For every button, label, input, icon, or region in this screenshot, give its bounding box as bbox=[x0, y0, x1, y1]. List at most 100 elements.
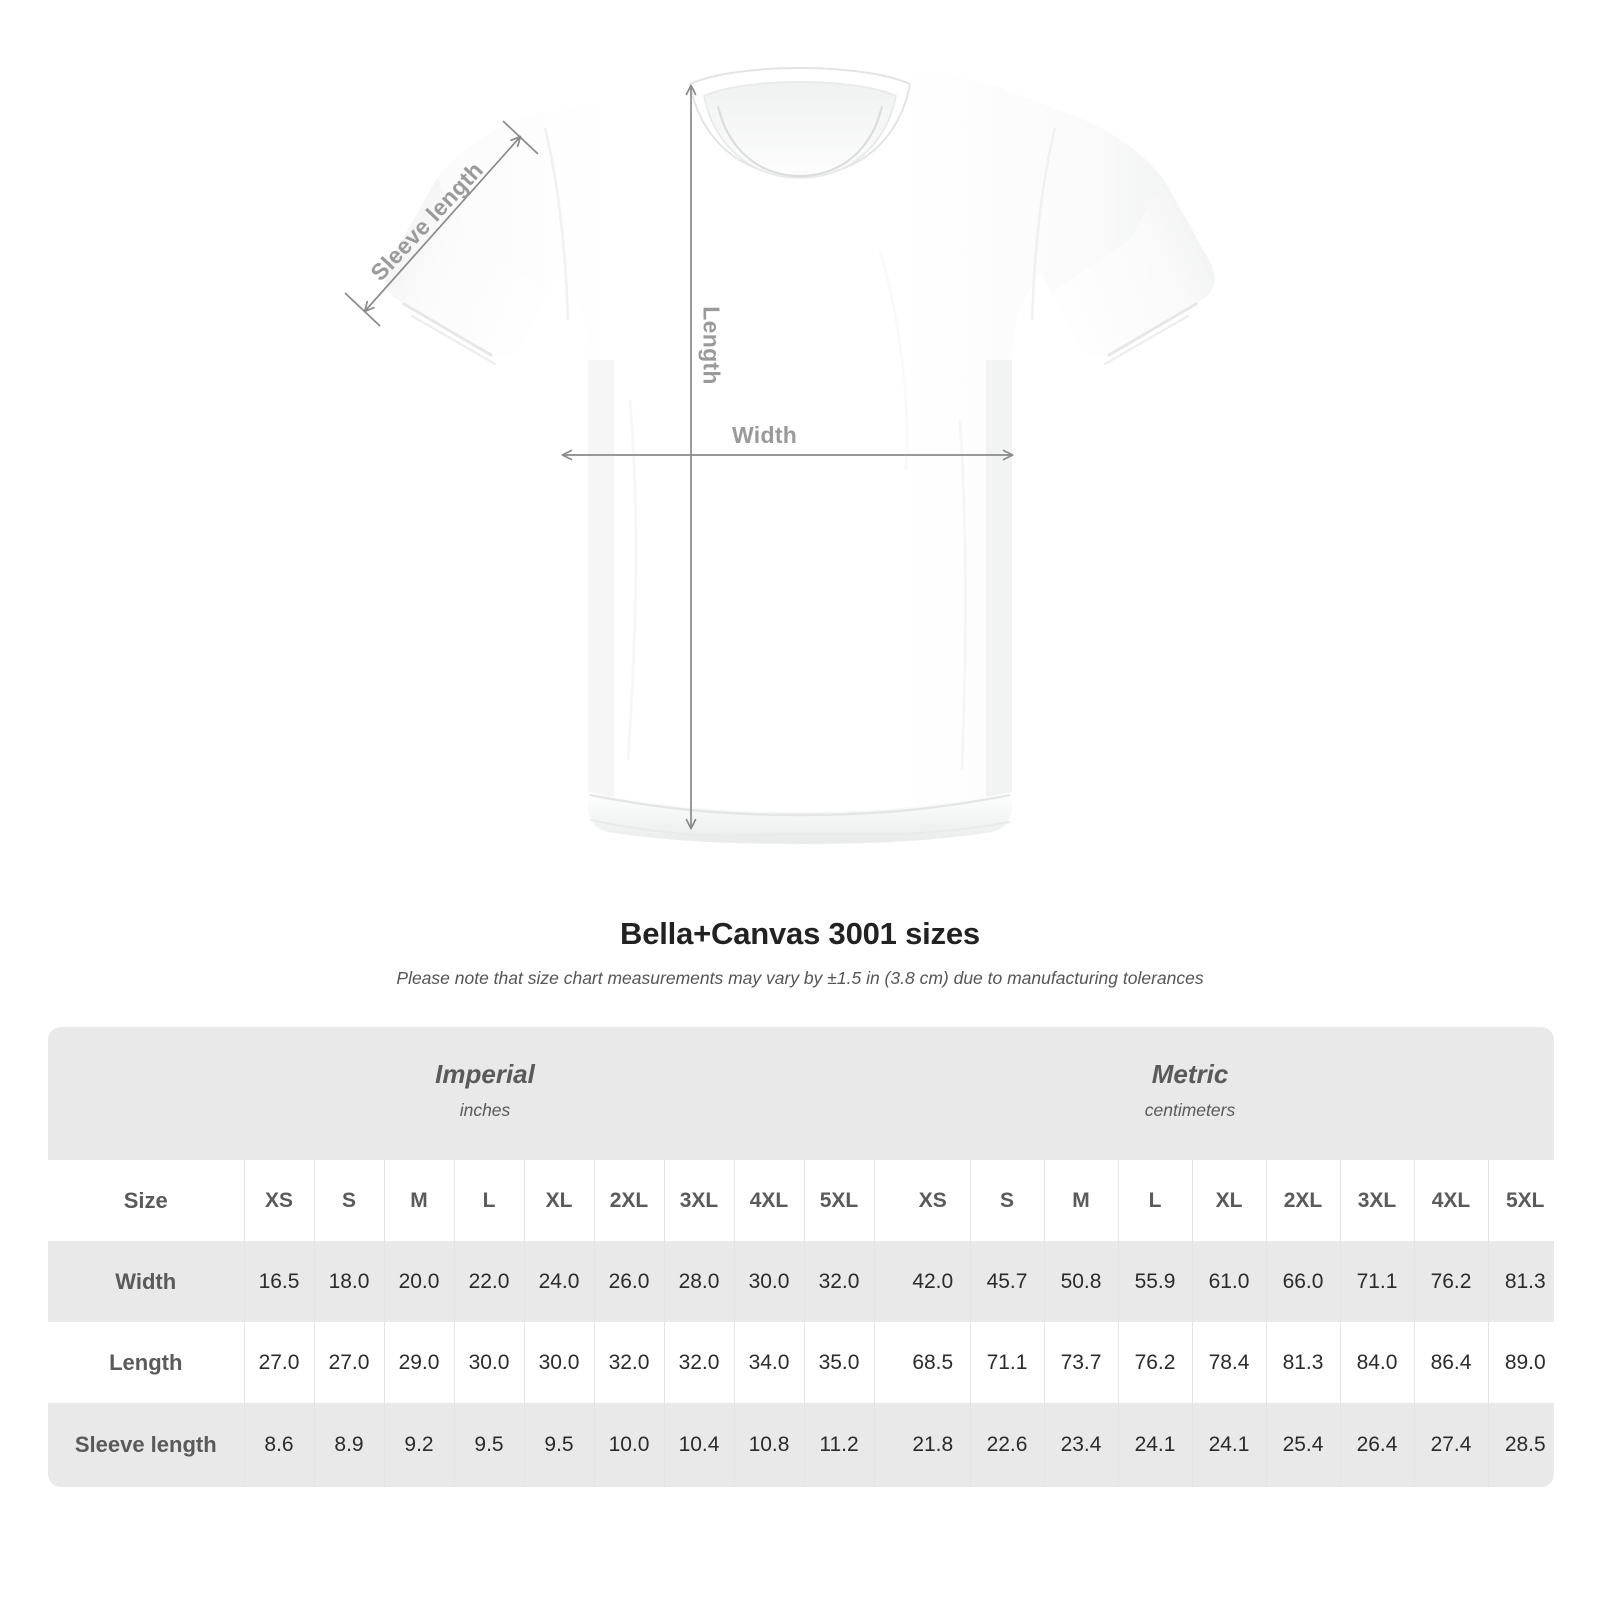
cell-imperial: 9.2 bbox=[383, 1403, 454, 1487]
cell-imperial: 29.0 bbox=[383, 1322, 454, 1403]
right-sleeve-cuff-inner bbox=[1103, 314, 1190, 366]
cell-metric: 66.0 bbox=[1265, 1241, 1340, 1322]
cell-metric: 23.4 bbox=[1043, 1403, 1118, 1487]
cell-imperial: 30.0 bbox=[523, 1322, 594, 1403]
width-label: Width bbox=[732, 422, 798, 448]
cell-metric: 89.0 bbox=[1487, 1322, 1554, 1403]
right-sleeve-shade bbox=[1019, 178, 1215, 357]
cell-metric: 86.4 bbox=[1413, 1322, 1488, 1403]
cell-imperial: 22.0 bbox=[453, 1241, 524, 1322]
size-chart-card: Imperial inches Metric centimeters Size … bbox=[48, 1027, 1554, 1487]
cell-metric: 76.2 bbox=[1413, 1241, 1488, 1322]
unit-group-metric: Metric centimeters bbox=[1030, 1059, 1350, 1121]
left-side-shade bbox=[588, 360, 614, 830]
cell-metric: 27.4 bbox=[1413, 1403, 1488, 1487]
cell-imperial: 9.5 bbox=[523, 1403, 594, 1487]
fold-1 bbox=[626, 399, 638, 761]
tshirt-body-group bbox=[385, 63, 1215, 844]
cell-metric: 22.6 bbox=[969, 1403, 1044, 1487]
measurement-arrows bbox=[344, 84, 1014, 830]
size-header-metric-5xl: 5XL bbox=[1487, 1160, 1554, 1241]
fold-2 bbox=[958, 419, 967, 771]
cell-metric: 28.5 bbox=[1487, 1403, 1554, 1487]
cell-imperial: 27.0 bbox=[243, 1322, 314, 1403]
cell-imperial: 35.0 bbox=[803, 1322, 874, 1403]
cell-imperial: 32.0 bbox=[593, 1322, 664, 1403]
table-header-row: Size XS S M L XL 2XL 3XL 4XL 5XL XS S M L XL 2XL 3XL 4XL… bbox=[48, 1160, 1554, 1241]
size-header-metric-3xl: 3XL bbox=[1339, 1160, 1414, 1241]
cell-metric: 71.1 bbox=[969, 1322, 1044, 1403]
sleeve-tick-bottom bbox=[344, 292, 381, 327]
table-corner-size-header: Size bbox=[48, 1160, 244, 1241]
size-header-imperial-xs: XS bbox=[243, 1160, 314, 1241]
cell-metric: 21.8 bbox=[896, 1403, 970, 1487]
unit-name-imperial: Imperial bbox=[435, 1059, 535, 1089]
size-header-imperial-xl: XL bbox=[523, 1160, 594, 1241]
cell-metric: 76.2 bbox=[1117, 1322, 1192, 1403]
heading-block: Bella+Canvas 3001 sizes Please note that… bbox=[0, 915, 1600, 989]
cell-metric: 61.0 bbox=[1191, 1241, 1266, 1322]
left-sleeve-cuff bbox=[402, 302, 493, 357]
cell-metric: 73.7 bbox=[1043, 1322, 1118, 1403]
right-shoulder-seam bbox=[1030, 127, 1057, 321]
cell-imperial: 34.0 bbox=[733, 1322, 804, 1403]
cell-metric: 84.0 bbox=[1339, 1322, 1414, 1403]
size-header-metric-2xl: 2XL bbox=[1265, 1160, 1340, 1241]
size-header-imperial-s: S bbox=[313, 1160, 384, 1241]
unit-name-metric: Metric bbox=[1151, 1059, 1229, 1089]
unit-system-header: Imperial inches Metric centimeters bbox=[48, 1027, 1554, 1160]
size-header-metric-l: L bbox=[1117, 1160, 1192, 1241]
right-side-shade bbox=[986, 360, 1012, 830]
cell-metric: 25.4 bbox=[1265, 1403, 1340, 1487]
cell-imperial: 27.0 bbox=[313, 1322, 384, 1403]
tshirt-illustration: Sleeve length Length Width bbox=[344, 63, 1215, 844]
cell-imperial: 32.0 bbox=[803, 1241, 874, 1322]
section-spacer bbox=[873, 1160, 896, 1241]
row-label-sleeve-length: Sleeve length bbox=[48, 1403, 244, 1487]
cell-imperial: 10.4 bbox=[663, 1403, 734, 1487]
unit-sub-metric: centimeters bbox=[1144, 1100, 1236, 1121]
cell-imperial: 24.0 bbox=[523, 1241, 594, 1322]
bottom-hem-stitch bbox=[589, 793, 1011, 817]
fold-3 bbox=[878, 249, 909, 471]
bottom-hem bbox=[588, 792, 1012, 844]
cell-metric: 81.3 bbox=[1265, 1322, 1340, 1403]
cell-imperial: 30.0 bbox=[733, 1241, 804, 1322]
table-row: Length 27.0 27.0 29.0 30.0 30.0 32.0 32.0 34.0 35… bbox=[48, 1322, 1554, 1403]
size-header-metric-s: S bbox=[969, 1160, 1044, 1241]
cell-imperial: 28.0 bbox=[663, 1241, 734, 1322]
size-header-imperial-2xl: 2XL bbox=[593, 1160, 664, 1241]
cell-metric: 42.0 bbox=[896, 1241, 970, 1322]
size-header-metric-m: M bbox=[1043, 1160, 1118, 1241]
row-label-length: Length bbox=[48, 1322, 244, 1403]
tolerance-note: Please note that size chart measurements… bbox=[396, 968, 1204, 989]
cell-metric: 45.7 bbox=[969, 1241, 1044, 1322]
cell-imperial: 8.6 bbox=[243, 1403, 314, 1487]
left-sleeve-cuff-inner bbox=[410, 314, 497, 366]
cell-imperial: 20.0 bbox=[383, 1241, 454, 1322]
cell-metric: 24.1 bbox=[1191, 1403, 1266, 1487]
sleeve-arrow-line bbox=[363, 135, 522, 313]
cell-metric: 26.4 bbox=[1339, 1403, 1414, 1487]
page-title: Bella+Canvas 3001 sizes bbox=[620, 916, 980, 951]
length-label: Length bbox=[698, 306, 725, 385]
bottom-hem-edge bbox=[589, 819, 1011, 837]
collar-inner-edge bbox=[716, 105, 884, 178]
cell-imperial: 16.5 bbox=[243, 1241, 314, 1322]
collar-rib bbox=[702, 81, 898, 179]
size-header-imperial-l: L bbox=[453, 1160, 524, 1241]
cell-imperial: 32.0 bbox=[663, 1322, 734, 1403]
cell-metric: 78.4 bbox=[1191, 1322, 1266, 1403]
cell-metric: 55.9 bbox=[1117, 1241, 1192, 1322]
size-header-imperial-m: M bbox=[383, 1160, 454, 1241]
size-header-metric-4xl: 4XL bbox=[1413, 1160, 1488, 1241]
cell-metric: 24.1 bbox=[1117, 1403, 1192, 1487]
sleeve-tick-top bbox=[502, 120, 539, 155]
size-header-metric-xs: XS bbox=[896, 1160, 970, 1241]
cell-metric: 50.8 bbox=[1043, 1241, 1118, 1322]
size-header-imperial-3xl: 3XL bbox=[663, 1160, 734, 1241]
size-header-imperial-5xl: 5XL bbox=[803, 1160, 874, 1241]
unit-sub-imperial: inches bbox=[459, 1100, 511, 1121]
cell-metric: 71.1 bbox=[1339, 1241, 1414, 1322]
section-spacer bbox=[873, 1403, 896, 1487]
